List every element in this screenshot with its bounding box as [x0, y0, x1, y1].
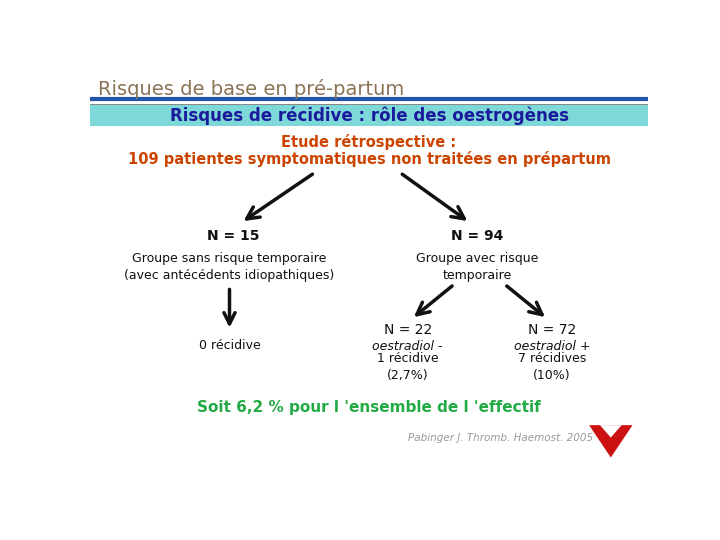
- Text: 7 récidives
(10%): 7 récidives (10%): [518, 353, 586, 382]
- Text: Risques de base en pré-partum: Risques de base en pré-partum: [98, 79, 404, 99]
- Text: N = 15: N = 15: [207, 229, 260, 243]
- Text: Pabinger J. Thromb. Haemost. 2005: Pabinger J. Thromb. Haemost. 2005: [408, 433, 593, 443]
- Text: 1 récidive
(2,7%): 1 récidive (2,7%): [377, 353, 438, 382]
- Text: Risques de récidive : rôle des oestrogènes: Risques de récidive : rôle des oestrogèn…: [169, 106, 569, 125]
- Text: N = 94: N = 94: [451, 229, 504, 243]
- Text: Groupe avec risque
temporaire: Groupe avec risque temporaire: [416, 252, 539, 281]
- Bar: [90, 105, 648, 126]
- Text: Soit 6,2 % pour l 'ensemble de l 'effectif: Soit 6,2 % pour l 'ensemble de l 'effect…: [197, 400, 541, 415]
- Polygon shape: [589, 425, 632, 457]
- Text: Etude rétrospective :: Etude rétrospective :: [282, 134, 456, 150]
- Text: N = 72: N = 72: [528, 323, 576, 338]
- Text: N = 22: N = 22: [384, 323, 432, 338]
- Text: oestradiol +: oestradiol +: [513, 340, 590, 353]
- Text: 0 récidive: 0 récidive: [199, 339, 261, 353]
- Text: 109 patientes symptomatiques non traitées en prépartum: 109 patientes symptomatiques non traitée…: [127, 151, 611, 167]
- Text: oestradiol -: oestradiol -: [372, 340, 443, 353]
- Polygon shape: [600, 425, 621, 437]
- Text: Groupe sans risque temporaire
(avec antécédents idiopathiques): Groupe sans risque temporaire (avec anté…: [125, 252, 335, 281]
